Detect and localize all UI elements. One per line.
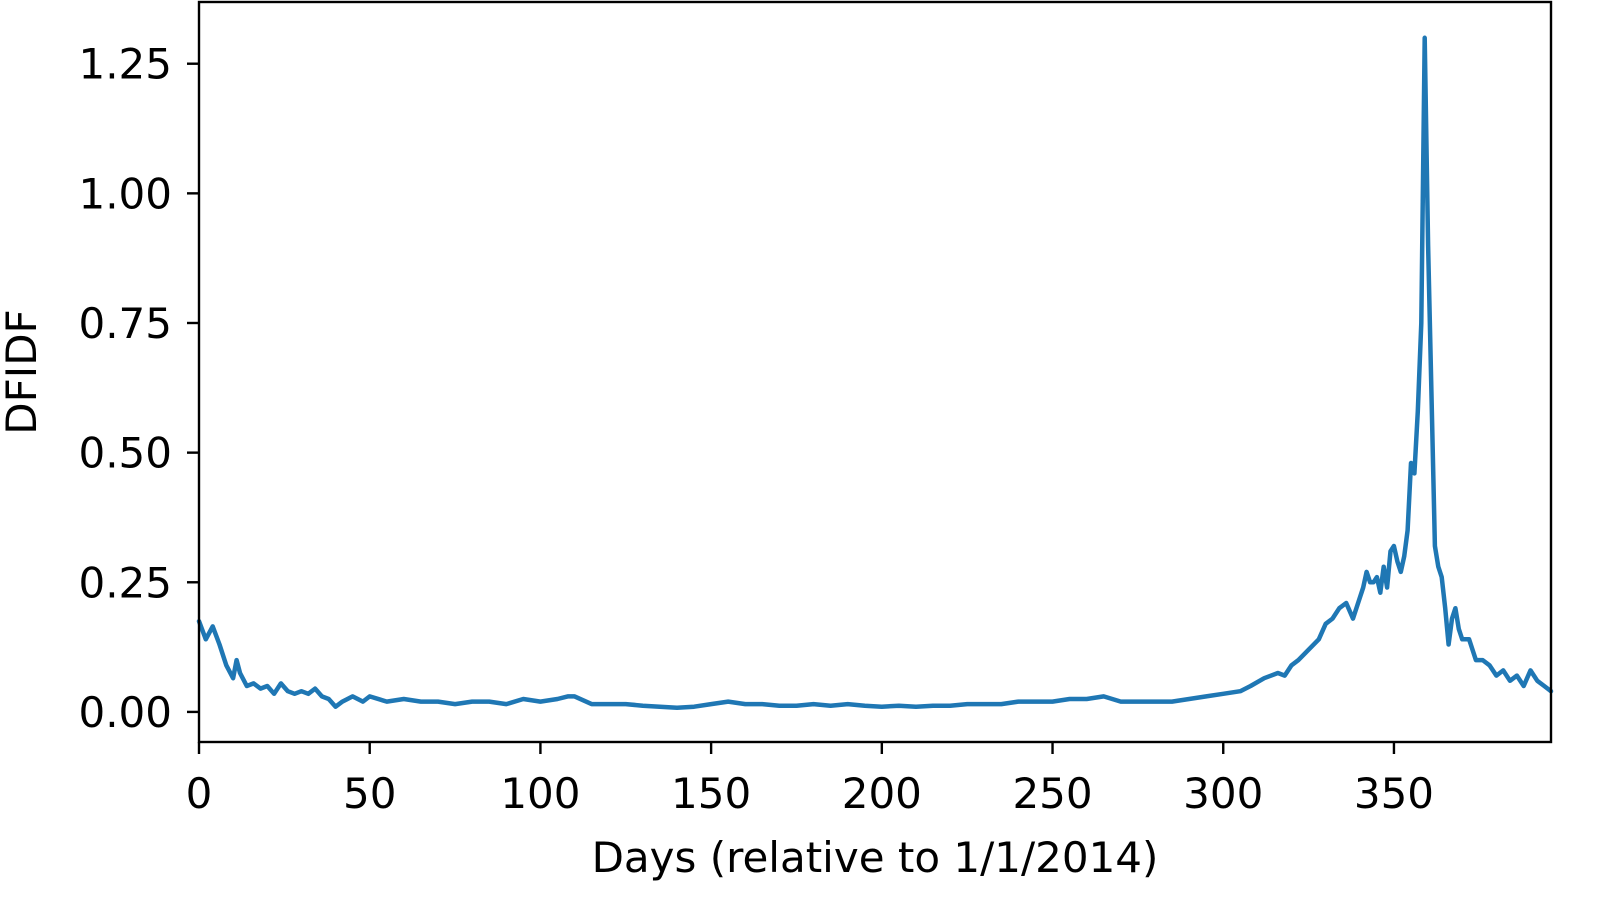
x-tick-label: 350 — [1354, 769, 1434, 818]
y-tick-label: 0.75 — [78, 299, 172, 348]
y-tick-label: 1.25 — [78, 40, 172, 89]
x-axis-title: Days (relative to 1/1/2014) — [592, 833, 1159, 882]
y-tick-label: 0.00 — [78, 688, 172, 737]
plot-background — [199, 2, 1551, 742]
series-line — [196, 35, 1554, 711]
x-tick-label: 150 — [671, 769, 751, 818]
y-axis: 0.00 0.25 0.50 0.75 1.00 1.25 — [78, 40, 199, 737]
y-tick-label: 0.50 — [78, 429, 172, 478]
x-tick-label: 0 — [186, 769, 213, 818]
x-tick-label: 50 — [343, 769, 396, 818]
y-tick-label: 1.00 — [78, 169, 172, 218]
x-axis: 0 50 100 150 200 250 300 350 — [186, 742, 1434, 818]
x-tick-label: 250 — [1012, 769, 1092, 818]
x-tick-label: 300 — [1183, 769, 1263, 818]
y-tick-label: 0.25 — [78, 558, 172, 607]
plot-frame — [197, 0, 1553, 744]
x-tick-label: 100 — [500, 769, 580, 818]
x-tick-label: 200 — [842, 769, 922, 818]
y-axis-title: DFIDF — [0, 309, 46, 434]
